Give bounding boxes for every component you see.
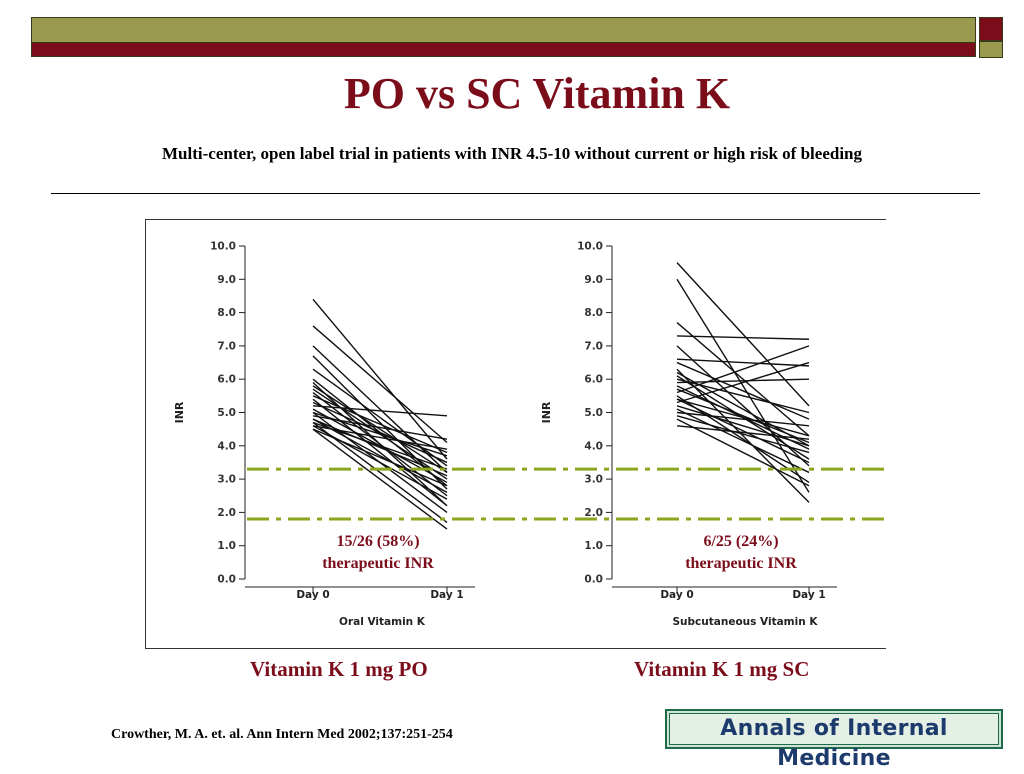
patient-series-line bbox=[312, 418, 448, 494]
x-tick-label: Day 0 bbox=[296, 589, 329, 601]
patient-series-line bbox=[676, 411, 810, 427]
y-tick-label: 7.0 bbox=[217, 340, 236, 352]
y-axis-title: INR bbox=[540, 401, 553, 423]
therapeutic-annotations: 15/26 (58%) therapeutic INR 6/25 (24%) ther… bbox=[322, 533, 797, 572]
citation: Crowther, M. A. et. al. Ann Intern Med 2… bbox=[111, 727, 453, 742]
patient-series-line bbox=[312, 428, 448, 530]
y-tick-label: 6.0 bbox=[217, 374, 236, 386]
patient-series-line bbox=[312, 418, 448, 477]
x-tick-label: Day 1 bbox=[430, 589, 463, 601]
patient-series-line bbox=[312, 398, 448, 507]
y-tick-label: 5.0 bbox=[584, 407, 603, 419]
annals-logo: Annals of Internal Medicine bbox=[665, 709, 1003, 771]
y-tick-label: 3.0 bbox=[584, 474, 603, 486]
x-axis: Day 0 Day 1 Oral Vitamin K bbox=[245, 586, 475, 628]
patient-series-line bbox=[676, 398, 810, 464]
header-bar-olive-band bbox=[32, 18, 975, 43]
y-tick-label: 9.0 bbox=[584, 274, 603, 286]
patient-series-line bbox=[312, 345, 448, 473]
corner-square-maroon bbox=[979, 17, 1003, 41]
patient-series-line bbox=[312, 395, 448, 454]
y-tick-label: 8.0 bbox=[584, 307, 603, 319]
patient-series-line bbox=[676, 408, 810, 474]
patient-series-line bbox=[312, 401, 448, 464]
y-tick-label: 2.0 bbox=[584, 507, 603, 519]
x-tick-label: Day 0 bbox=[660, 589, 693, 601]
y-tick-label: 1.0 bbox=[584, 540, 603, 552]
y-axis: 0.0 1.0 2.0 3.0 4.0 5.0 6.0 7.0 8.0 9.0 10.0 INR bbox=[173, 241, 246, 586]
patient-series-line bbox=[312, 405, 448, 417]
patient-series-line bbox=[676, 418, 810, 487]
patient-series-line bbox=[676, 415, 810, 454]
y-tick-label: 9.0 bbox=[217, 274, 236, 286]
y-tick-label: 1.0 bbox=[217, 540, 236, 552]
patient-series-line bbox=[676, 368, 810, 503]
subcutaneous-vitamin-k-panel: 0.0 1.0 2.0 3.0 4.0 5.0 6.0 7.0 8.0 9.0 10.0 INR Day… bbox=[540, 241, 837, 628]
x-axis-title: Subcutaneous Vitamin K bbox=[672, 616, 818, 628]
patient-series-line bbox=[312, 368, 448, 467]
y-tick-label: 5.0 bbox=[217, 407, 236, 419]
header-bar bbox=[31, 17, 976, 57]
patient-series-line bbox=[312, 382, 448, 507]
patient-series-line bbox=[676, 358, 810, 367]
patient-series-line bbox=[676, 378, 810, 384]
patient-series-line bbox=[312, 385, 448, 474]
patient-series-line bbox=[312, 325, 448, 443]
patient-lines bbox=[312, 298, 448, 530]
slide-subtitle: Multi-center, open label trial in patien… bbox=[162, 144, 862, 163]
patient-series-line bbox=[676, 278, 810, 493]
annotation-line-1-sc: 6/25 (24%) bbox=[703, 533, 778, 550]
annals-logo-text: Annals of Internal Medicine bbox=[669, 713, 999, 771]
y-tick-label: 4.0 bbox=[584, 440, 603, 452]
y-axis-title: INR bbox=[173, 401, 186, 423]
x-axis: Day 0 Day 1 Subcutaneous Vitamin K bbox=[612, 586, 837, 628]
y-axis: 0.0 1.0 2.0 3.0 4.0 5.0 6.0 7.0 8.0 9.0 10.0 INR bbox=[540, 241, 613, 586]
y-tick-label: 7.0 bbox=[584, 340, 603, 352]
x-axis-title: Oral Vitamin K bbox=[339, 616, 426, 628]
caption-po: Vitamin K 1 mg PO bbox=[250, 657, 428, 681]
patient-series-line bbox=[676, 322, 810, 437]
patient-lines bbox=[676, 262, 810, 503]
patient-series-line bbox=[312, 425, 448, 450]
y-tick-label: 3.0 bbox=[217, 474, 236, 486]
y-tick-label: 0.0 bbox=[584, 574, 603, 586]
x-tick-label: Day 1 bbox=[792, 589, 825, 601]
oral-vitamin-k-panel: 0.0 1.0 2.0 3.0 4.0 5.0 6.0 7.0 8.0 9.0 10.0 INR Day… bbox=[173, 241, 475, 628]
therapeutic-range-lines bbox=[247, 467, 886, 521]
patient-series-line bbox=[312, 298, 448, 460]
caption-sc: Vitamin K 1 mg SC bbox=[634, 657, 810, 681]
annotation-line-1-oral: 15/26 (58%) bbox=[336, 533, 419, 550]
patient-series-line bbox=[676, 425, 810, 440]
y-tick-label: 8.0 bbox=[217, 307, 236, 319]
patient-series-line bbox=[312, 415, 448, 440]
y-tick-label: 0.0 bbox=[217, 574, 236, 586]
patient-series-line bbox=[676, 262, 810, 407]
slide-title: PO vs SC Vitamin K bbox=[343, 69, 731, 118]
y-tick-label: 4.0 bbox=[217, 440, 236, 452]
y-tick-label: 10.0 bbox=[210, 241, 236, 253]
y-tick-label: 6.0 bbox=[584, 374, 603, 386]
patient-series-line bbox=[676, 398, 810, 437]
annotation-line-2-sc: therapeutic INR bbox=[685, 555, 797, 572]
patient-series-line bbox=[676, 361, 810, 420]
y-tick-label: 10.0 bbox=[577, 241, 603, 253]
inr-figure: 0.0 1.0 2.0 3.0 4.0 5.0 6.0 7.0 8.0 9.0 10.0 INR Day… bbox=[145, 219, 886, 649]
patient-series-line bbox=[676, 335, 810, 340]
y-tick-label: 2.0 bbox=[217, 507, 236, 519]
divider-rule bbox=[51, 193, 980, 194]
patient-series-line bbox=[676, 405, 810, 447]
patient-series-line bbox=[676, 388, 810, 444]
patient-series-line bbox=[676, 345, 810, 394]
corner-square-olive bbox=[979, 41, 1003, 58]
patient-series-line bbox=[312, 428, 448, 487]
patient-series-line bbox=[676, 361, 810, 404]
annotation-line-2-oral: therapeutic INR bbox=[322, 555, 434, 572]
